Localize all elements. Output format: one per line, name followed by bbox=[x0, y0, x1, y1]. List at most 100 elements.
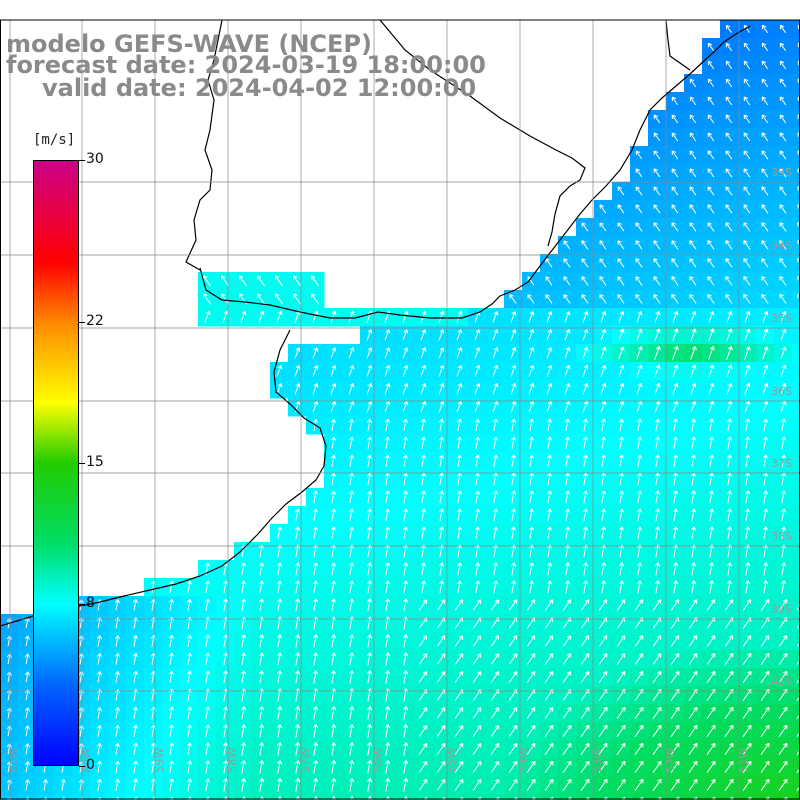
wind-arrow bbox=[259, 562, 265, 576]
wind-arrow bbox=[313, 580, 319, 594]
wind-arrow bbox=[310, 293, 320, 305]
wind-arrow bbox=[601, 508, 607, 522]
wind-arrow bbox=[241, 742, 247, 756]
wind-speed-cell bbox=[144, 794, 163, 800]
wind-arrow bbox=[544, 724, 554, 737]
wind-arrow bbox=[637, 526, 643, 540]
wind-arrow bbox=[259, 742, 265, 756]
wind-arrow bbox=[348, 347, 355, 359]
wind-arrow bbox=[778, 670, 788, 683]
wind-arrow bbox=[655, 580, 661, 594]
wind-arrow bbox=[493, 562, 499, 576]
wind-arrow bbox=[652, 653, 662, 665]
wind-arrow bbox=[454, 707, 464, 719]
wind-arrow bbox=[367, 508, 373, 522]
wind-arrow bbox=[529, 526, 535, 540]
wind-arrow bbox=[743, 293, 751, 304]
uruguay-argentina-border bbox=[185, 19, 223, 271]
wind-arrow bbox=[616, 671, 626, 683]
wind-arrow bbox=[544, 599, 554, 611]
wind-arrow bbox=[527, 294, 535, 304]
wind-arrow bbox=[349, 724, 355, 738]
wind-arrow bbox=[565, 472, 571, 486]
wind-arrow bbox=[526, 671, 536, 683]
wind-arrow bbox=[420, 454, 427, 467]
wind-arrow bbox=[187, 760, 193, 774]
wind-arrow bbox=[652, 635, 662, 647]
lagoon-outline bbox=[665, 19, 691, 71]
wind-arrow bbox=[760, 652, 770, 665]
wind-arrow bbox=[673, 508, 679, 522]
wind-arrow bbox=[456, 365, 463, 377]
wind-arrow bbox=[617, 294, 625, 304]
wind-arrow bbox=[655, 490, 661, 504]
wind-speed-cell bbox=[792, 272, 800, 291]
wind-arrow bbox=[436, 707, 446, 719]
wind-arrow bbox=[547, 526, 553, 540]
wind-arrow bbox=[727, 508, 733, 522]
wind-arrow bbox=[384, 347, 391, 359]
wind-speed-cell bbox=[792, 434, 800, 453]
wind-arrow bbox=[508, 599, 518, 611]
wind-arrow bbox=[348, 401, 355, 413]
wind-arrow bbox=[384, 401, 391, 413]
wind-arrow bbox=[277, 634, 283, 648]
wind-arrow bbox=[671, 150, 679, 160]
wind-arrow bbox=[456, 310, 463, 324]
wind-arrow bbox=[706, 742, 716, 755]
wind-arrow bbox=[367, 706, 373, 720]
wind-arrow bbox=[727, 472, 733, 486]
wind-arrow bbox=[580, 653, 590, 665]
wind-arrow bbox=[528, 383, 535, 395]
wind-arrow bbox=[670, 760, 680, 773]
wind-arrow bbox=[565, 508, 571, 522]
wind-arrow bbox=[259, 706, 265, 720]
wind-arrow bbox=[689, 186, 697, 196]
wind-arrow bbox=[96, 707, 102, 719]
wind-arrow bbox=[313, 652, 319, 666]
wind-arrow bbox=[313, 742, 319, 756]
wind-arrow bbox=[655, 472, 661, 486]
wind-arrow bbox=[490, 725, 500, 737]
wind-arrow bbox=[472, 725, 482, 737]
wind-arrow bbox=[724, 635, 734, 647]
wind-arrow bbox=[331, 490, 337, 504]
wind-speed-cell bbox=[792, 542, 800, 561]
wind-arrow bbox=[403, 490, 409, 504]
wind-arrow bbox=[438, 310, 445, 324]
wind-arrow bbox=[24, 635, 30, 647]
wind-arrow bbox=[403, 742, 409, 756]
wind-arrow bbox=[563, 240, 571, 250]
wind-speed-cell bbox=[792, 146, 800, 165]
wind-arrow bbox=[436, 725, 446, 737]
wind-arrow bbox=[277, 724, 283, 738]
wind-arrow bbox=[652, 706, 662, 719]
wind-arrow bbox=[563, 258, 571, 268]
wind-arrow bbox=[689, 294, 697, 304]
wind-arrow bbox=[42, 779, 48, 791]
wind-arrow bbox=[724, 670, 734, 683]
wind-arrow bbox=[618, 328, 625, 341]
wind-arrow bbox=[652, 742, 662, 755]
wind-arrow bbox=[295, 580, 301, 594]
wind-arrow bbox=[707, 150, 715, 160]
wind-arrow bbox=[256, 293, 266, 305]
wind-arrow bbox=[707, 222, 715, 232]
wind-arrow bbox=[780, 346, 787, 360]
wind-arrow bbox=[223, 760, 229, 774]
wind-arrow bbox=[277, 598, 283, 612]
wind-arrow bbox=[439, 562, 445, 576]
wind-arrow bbox=[132, 652, 138, 665]
wind-arrow bbox=[331, 760, 337, 774]
wind-arrow bbox=[276, 310, 283, 324]
wind-arrow bbox=[241, 760, 247, 774]
wind-arrow bbox=[331, 580, 337, 594]
wind-arrow bbox=[762, 400, 769, 413]
wind-arrow bbox=[114, 706, 120, 719]
wind-arrow bbox=[384, 454, 391, 467]
wind-arrow bbox=[583, 472, 589, 486]
wind-arrow bbox=[599, 222, 607, 232]
wind-arrow bbox=[601, 472, 607, 486]
wind-arrow bbox=[168, 652, 175, 665]
longitude-label: 54W bbox=[518, 747, 531, 772]
